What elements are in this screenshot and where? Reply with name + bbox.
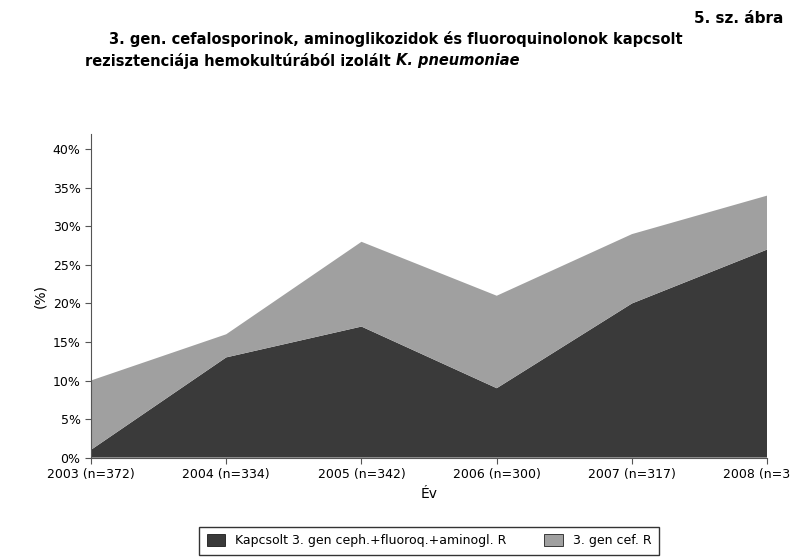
X-axis label: Év: Év bbox=[421, 487, 437, 501]
Legend: Kapcsolt 3. gen ceph.+fluoroq.+aminogl. R, 3. gen cef. R: Kapcsolt 3. gen ceph.+fluoroq.+aminogl. … bbox=[199, 527, 659, 555]
Text: 3. gen. cefalosporinok, aminoglikozidok és fluoroquinolonok kapcsolt: 3. gen. cefalosporinok, aminoglikozidok … bbox=[108, 31, 683, 47]
Text: K. pneumoniae: K. pneumoniae bbox=[396, 53, 519, 68]
Y-axis label: (%): (%) bbox=[33, 283, 47, 308]
Text: 5. sz. ábra: 5. sz. ábra bbox=[694, 11, 783, 26]
Text: rezisztenciája hemokultúrából izolált: rezisztenciája hemokultúrából izolált bbox=[85, 53, 396, 69]
